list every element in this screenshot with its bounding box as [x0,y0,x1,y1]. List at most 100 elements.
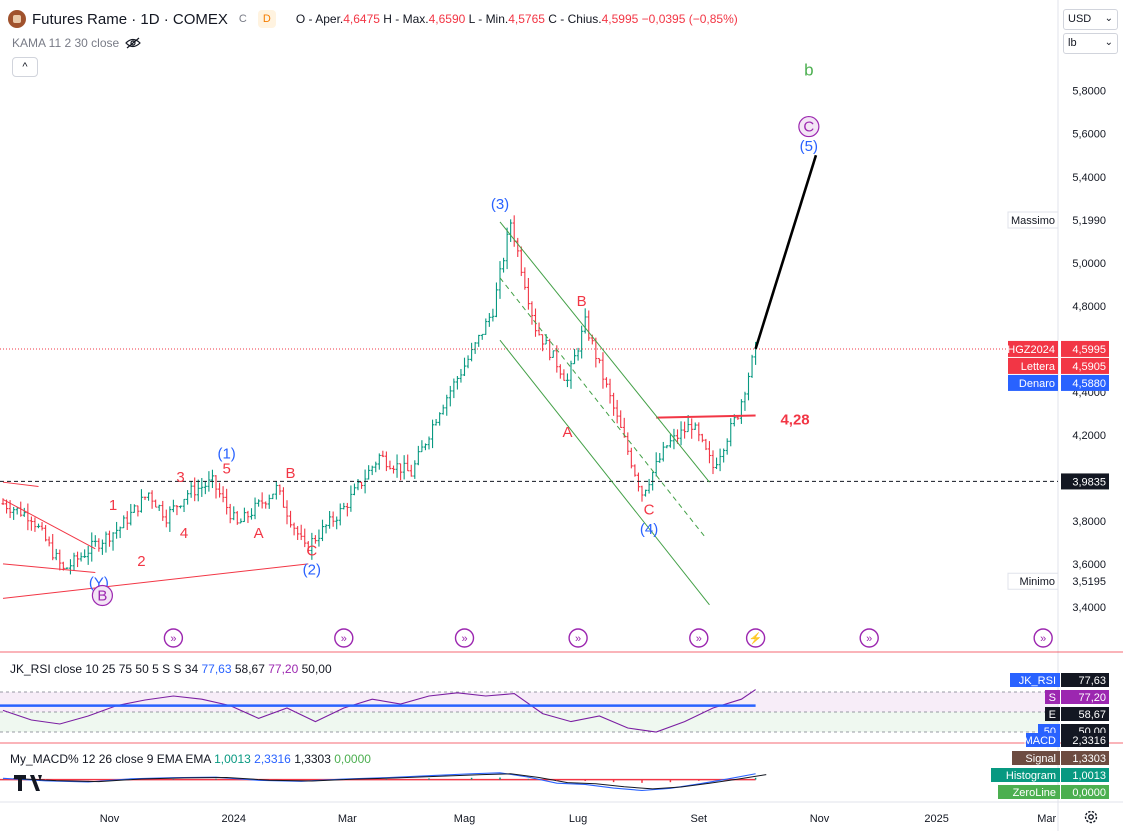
ohlc-bar [143,496,147,501]
time-tick-label: Mar [1037,813,1056,825]
ohlc-bar [463,357,466,376]
high-label: H - Max. [383,12,429,26]
ohlc-bar [360,481,364,489]
channel-upper-line [499,221,710,483]
event-marker-ring [689,628,709,648]
copper-symbol-icon[interactable] [8,10,26,28]
wave-label: 2 [137,553,145,570]
event-marker-icon[interactable]: » [163,628,184,648]
wave-label: (3) [491,196,509,213]
ohlc-bar [583,308,587,334]
indicator-legend-kama[interactable]: KAMA 11 2 30 close [12,36,142,50]
event-marker-glyph: » [1040,633,1046,645]
ohlc-bar [629,447,633,469]
wave-label: B [577,293,587,310]
ohlc-bar [551,350,555,358]
wedge-line [2,481,39,487]
macd-legend[interactable]: My_MACD% 12 26 close 9 EMA EMA 1,0013 2,… [10,752,371,766]
currency-select[interactable]: USD ⌄ [1063,9,1118,30]
unit-value: lb [1068,37,1077,49]
symbol-title[interactable]: Futures Rame · 1D · COMEX [32,10,228,28]
macd-tag-name: Histogram [1006,770,1056,782]
ohlc-bar [33,517,37,532]
ohlc-bar [274,481,278,500]
event-marker-icon[interactable]: » [454,628,475,648]
ohlc-bar [409,464,413,477]
event-marker-icon[interactable]: » [1033,628,1053,648]
event-marker-icon[interactable]: » [859,628,879,648]
event-marker-icon[interactable]: » [689,628,709,648]
open-label: O - Aper. [295,12,344,26]
ohlc-bar [246,510,250,524]
ohlc-bar [672,428,676,450]
change-value: −0,0395 (−0,85%) [641,12,738,26]
unit-select[interactable]: lb ⌄ [1063,33,1118,54]
ohlc-bar [587,310,591,341]
ohlc-bar [118,526,122,539]
wave-label: b [804,61,813,80]
ohlc-bar [377,453,381,470]
ohlc-bar [342,502,346,510]
ohlc-bar [658,453,662,463]
time-tick-label: Lug [569,813,587,825]
ohlc-bar [171,499,175,513]
ohlc-bar [260,492,264,509]
ohlc-bar [271,493,275,500]
ohlc-bar [668,434,672,448]
ohlc-bar [452,378,456,399]
rsi-legend[interactable]: JK_RSI close 10 25 75 50 5 S S 34 77,63 … [10,662,332,676]
ohlc-bar [47,536,51,547]
rsi-tag-box [1010,673,1060,687]
collapse-legend-button[interactable]: ^ [12,57,38,77]
ohlc-bar [636,472,640,492]
hidden-eye-icon[interactable] [125,37,142,49]
ohlc-bar [683,421,687,439]
rsi-tag-value: 77,20 [1078,692,1106,704]
ohlc-bar [693,422,697,430]
ohlc-bar [569,360,573,389]
ohlc-bar [164,509,168,528]
ohlc-bar [317,529,321,547]
wave-label: (5) [800,138,818,155]
wave-label-circle [798,115,820,138]
macd-tag-name: ZeroLine [1013,787,1056,799]
ohlc-bar [494,282,498,318]
event-marker-icon[interactable]: » [334,628,354,648]
ohlc-bar [605,377,608,388]
ohlc-bar [100,539,104,555]
price-label-value: 4,5995 [1072,344,1106,356]
ohlc-bar [367,465,371,480]
ohlc-bar [125,511,129,530]
ohlc-bar [470,342,474,362]
ohlc-bar [147,492,151,501]
price-label-name: Lettera [1021,361,1056,373]
ohlc-bar [186,490,190,505]
event-marker-glyph: » [170,633,176,645]
lightning-event-icon[interactable]: ⚡ [745,628,766,648]
event-marker-icon[interactable]: » [568,628,588,648]
ohlc-bar [711,450,715,475]
price-label-tag [1008,340,1058,357]
rsi-tag-name: S [1049,692,1056,704]
ohlc-bar [707,441,711,464]
ohlc-bar [558,364,562,379]
ohlc-bar [228,503,232,524]
rsi-tag-value: 58,67 [1078,709,1106,721]
macd-tag-value: 2,3316 [1072,735,1106,747]
ohlc-bar [505,227,509,270]
annotation-label: 4,28 [780,412,809,429]
event-marker-glyph: » [575,633,581,645]
status-badge-c[interactable]: C [238,13,247,25]
rsi-tag-name: E [1049,709,1056,721]
ohlc-bar [281,487,285,508]
delayed-data-badge[interactable]: D [257,10,276,28]
ohlc-bar [519,246,523,277]
price-tick-label: 5,8000 [1072,86,1106,98]
price-label-hgz2024: HGZ2024 4,5995 [1007,340,1109,357]
ohlc-bar [51,533,55,561]
macd-value-4: 0,0000 [334,752,371,766]
price-label-name: Massimo [1011,215,1055,227]
gear-icon[interactable] [1083,809,1099,825]
ohlc-bar [54,548,58,561]
